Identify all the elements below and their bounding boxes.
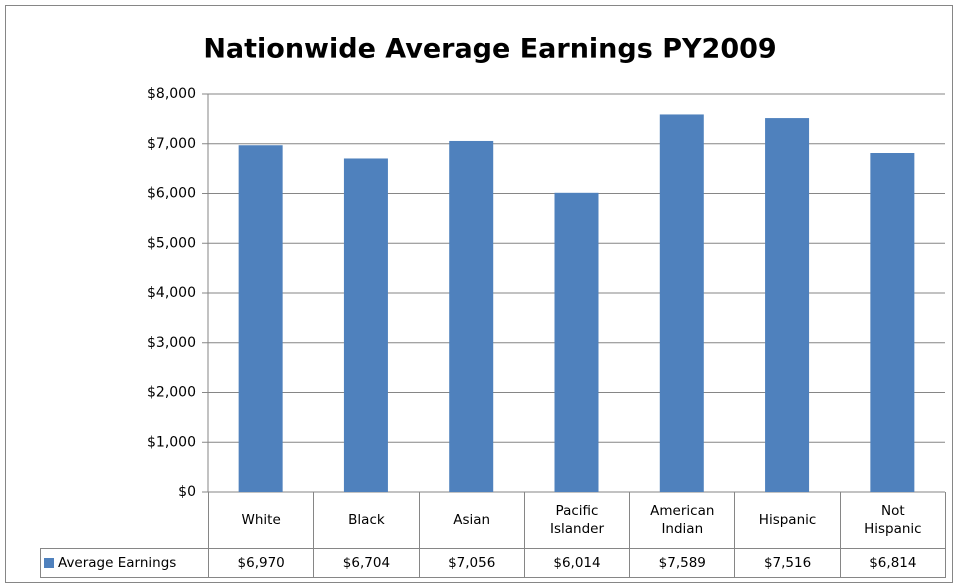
value-cell: $6,704 [313,548,420,578]
y-tick-label: $0 [178,484,196,500]
value-cell: $6,014 [523,548,631,578]
value-cell: $6,970 [208,548,315,578]
y-tick-label: $4,000 [147,285,196,301]
bar [870,153,915,493]
value-cell: $7,516 [734,548,841,578]
bar [238,145,283,492]
category-cell: White [208,492,315,549]
legend-key [44,558,54,568]
y-tick-label: $6,000 [147,186,196,202]
y-tick-label: $8,000 [147,86,196,102]
category-cell: Hispanic [734,492,841,549]
y-tick-label: $3,000 [147,335,196,351]
bar [449,140,494,493]
bar [659,114,704,492]
chart-title: Nationwide Average Earnings PY2009 [203,34,776,65]
category-cell: Asian [418,492,525,549]
category-cell: Black [313,492,420,549]
y-tick-label: $7,000 [147,136,196,152]
value-cell: $6,814 [839,548,946,578]
bar [554,192,599,492]
legend-label: Average Earnings [58,555,177,571]
y-tick-label: $5,000 [147,235,196,251]
legend-cell: Average Earnings [40,548,209,578]
y-tick-label: $2,000 [147,385,196,401]
category-cell: Pacific Islander [523,492,631,549]
category-cell: American Indian [629,492,736,549]
value-cell: $7,056 [418,548,525,578]
y-tick-label: $1,000 [147,434,196,450]
category-cell: Not Hispanic [839,492,946,549]
bar [343,158,388,492]
value-cell: $7,589 [629,548,736,578]
bar [765,118,810,492]
